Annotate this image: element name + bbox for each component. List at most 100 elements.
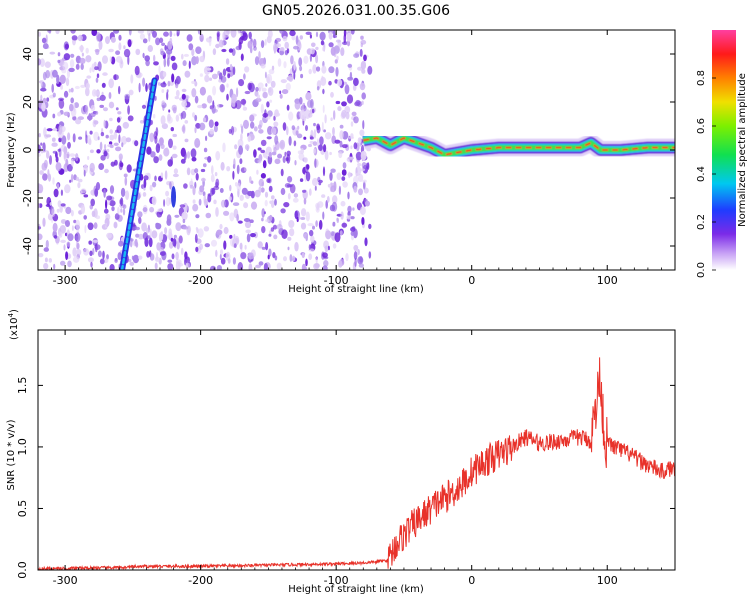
noise-speck bbox=[305, 258, 308, 267]
noise-speck bbox=[268, 86, 274, 96]
noise-speck bbox=[208, 119, 214, 128]
noise-speck bbox=[294, 160, 297, 166]
noise-speck bbox=[254, 189, 261, 198]
noise-speck bbox=[105, 36, 110, 45]
noise-speck bbox=[71, 225, 74, 232]
noise-speck bbox=[223, 240, 227, 250]
noise-speck bbox=[164, 227, 168, 235]
noise-speck bbox=[279, 139, 286, 150]
noise-speck bbox=[353, 244, 359, 252]
noise-speck bbox=[134, 140, 139, 147]
noise-speck bbox=[211, 73, 218, 80]
noise-speck bbox=[316, 125, 321, 134]
noise-speck bbox=[94, 66, 99, 71]
noise-speck bbox=[350, 216, 355, 220]
noise-speck bbox=[68, 67, 75, 73]
noise-speck bbox=[341, 109, 347, 119]
noise-speck bbox=[38, 233, 43, 241]
noise-speck bbox=[215, 178, 220, 187]
noise-speck bbox=[143, 178, 147, 189]
noise-speck bbox=[123, 45, 126, 50]
noise-speck bbox=[128, 89, 134, 96]
noise-speck bbox=[85, 87, 90, 97]
y-tick-label: 0 bbox=[21, 147, 34, 154]
noise-speck bbox=[236, 87, 239, 98]
noise-speck bbox=[247, 82, 252, 91]
noise-speck bbox=[319, 136, 324, 146]
noise-speck bbox=[316, 86, 320, 91]
noise-speck bbox=[211, 187, 216, 195]
noise-speck bbox=[102, 55, 108, 64]
noise-speck bbox=[309, 136, 314, 140]
noise-speck bbox=[38, 144, 41, 154]
noise-speck bbox=[42, 217, 46, 227]
noise-speck bbox=[216, 265, 222, 270]
noise-speck bbox=[114, 74, 117, 81]
noise-speck bbox=[220, 199, 226, 208]
noise-speck bbox=[123, 173, 128, 178]
noise-speck bbox=[197, 104, 203, 109]
noise-speck bbox=[80, 63, 84, 70]
noise-speck bbox=[299, 178, 304, 183]
noise-speck bbox=[309, 229, 314, 237]
noise-speck bbox=[83, 194, 89, 198]
colorbar-label: Normalized spectral amplitude bbox=[737, 73, 748, 227]
noise-speck bbox=[223, 226, 229, 235]
noise-speck bbox=[110, 161, 116, 167]
noise-speck bbox=[109, 129, 113, 134]
noise-speck bbox=[212, 85, 217, 96]
noise-speck bbox=[181, 211, 188, 221]
noise-speck bbox=[75, 219, 80, 230]
noise-speck bbox=[294, 100, 301, 110]
noise-speck bbox=[273, 43, 278, 53]
noise-speck bbox=[311, 42, 316, 48]
noise-speck bbox=[160, 251, 166, 256]
noise-speck bbox=[63, 146, 68, 155]
noise-speck bbox=[139, 120, 144, 124]
noise-speck bbox=[313, 122, 316, 127]
noise-speck bbox=[121, 142, 124, 148]
noise-speck bbox=[213, 199, 217, 205]
noise-speck bbox=[280, 187, 286, 196]
noise-speck bbox=[58, 97, 65, 102]
noise-speck bbox=[98, 163, 105, 170]
noise-speck bbox=[160, 231, 164, 241]
noise-speck bbox=[363, 181, 366, 190]
noise-speck bbox=[317, 201, 324, 208]
noise-speck bbox=[274, 135, 279, 145]
noise-speck bbox=[117, 111, 122, 115]
noise-speck bbox=[53, 263, 56, 270]
noise-speck bbox=[360, 150, 367, 161]
noise-speck bbox=[120, 208, 123, 213]
noise-speck bbox=[138, 82, 141, 93]
noise-speck bbox=[168, 109, 171, 113]
noise-speck bbox=[56, 74, 60, 85]
noise-speck bbox=[94, 188, 99, 197]
noise-speck bbox=[205, 212, 212, 219]
noise-speck bbox=[335, 100, 341, 105]
x-tick-label: -300 bbox=[53, 274, 78, 287]
noise-speck bbox=[235, 100, 242, 110]
noise-speck bbox=[91, 210, 96, 217]
noise-speck bbox=[88, 240, 92, 245]
noise-speck bbox=[342, 181, 348, 188]
noise-speck bbox=[286, 104, 290, 111]
noise-speck bbox=[118, 134, 121, 144]
noise-speck bbox=[70, 87, 74, 93]
noise-speck bbox=[287, 193, 291, 200]
noise-speck bbox=[76, 242, 80, 250]
noise-speck bbox=[180, 158, 186, 164]
noise-speck bbox=[330, 185, 336, 193]
noise-speck bbox=[38, 31, 42, 37]
noise-speck bbox=[308, 244, 311, 251]
noise-speck bbox=[260, 139, 267, 147]
noise-speck bbox=[362, 179, 367, 183]
minor-blob bbox=[171, 186, 177, 208]
noise-speck bbox=[351, 111, 357, 117]
noise-speck bbox=[290, 55, 294, 65]
noise-speck bbox=[333, 30, 336, 39]
noise-speck bbox=[184, 138, 189, 143]
noise-speck bbox=[253, 149, 257, 158]
noise-speck bbox=[130, 238, 134, 242]
noise-speck bbox=[100, 154, 106, 161]
